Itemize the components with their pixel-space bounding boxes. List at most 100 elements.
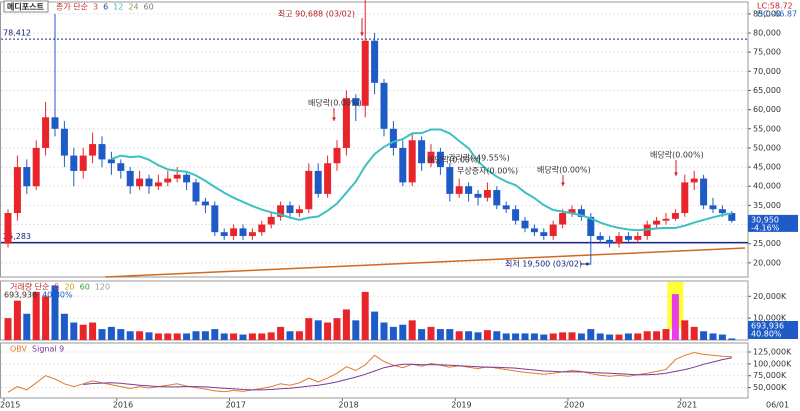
candle-body (361, 40, 369, 106)
volume-bar (13, 300, 21, 340)
y-tick-label: 55,000 (753, 124, 781, 133)
candle-body (267, 216, 275, 225)
candle-body (126, 170, 134, 187)
y-tick-label: 85,000 (753, 9, 781, 18)
candle-body (154, 182, 162, 187)
indicator: LC:58.72 (757, 2, 793, 11)
candle-body (42, 117, 50, 148)
candle-body (662, 218, 670, 221)
annotation: 무상증자(0.00%) (457, 166, 518, 176)
candle-body (512, 209, 520, 221)
volume-bar (483, 330, 491, 340)
annotation: 배당락(0.00%) (650, 150, 704, 160)
y-tick-label: 20,000K (753, 292, 787, 301)
moving-average-line (111, 128, 732, 232)
candle-body (239, 228, 247, 237)
volume-bar (380, 322, 388, 340)
x-tick-label: 2019 (451, 401, 471, 410)
candle-body (314, 170, 322, 194)
legend-label: 3 (93, 3, 98, 12)
candle-body (418, 140, 426, 164)
candle-body (220, 232, 228, 237)
candle-body (13, 167, 21, 214)
legend-label: 거래량 단순 (10, 282, 49, 292)
volume-bar (201, 331, 209, 340)
last-price: 30,950 (751, 215, 779, 224)
volume-bar (718, 334, 726, 340)
candle-body (521, 220, 529, 229)
y-tick-label: 125,000K (753, 348, 792, 357)
volume-bar (653, 331, 661, 340)
legend-label: 12 (113, 3, 123, 12)
volume-bar (436, 329, 444, 340)
candle-body (352, 98, 360, 106)
volume-bar (568, 332, 576, 340)
candle-body (718, 209, 726, 214)
candle-body (4, 213, 12, 244)
candle-body (248, 232, 256, 237)
candle-body (117, 163, 125, 171)
legend-label: 60 (80, 283, 90, 292)
candle-body (201, 201, 209, 206)
volume-bar (587, 329, 595, 340)
volume-bar (107, 326, 115, 340)
volume-bar (42, 296, 50, 340)
volume-bar (709, 333, 717, 340)
candle-body (568, 209, 576, 214)
candle-body (79, 155, 87, 171)
legend-label: 종가 단순 (56, 2, 88, 12)
candle-body (455, 186, 463, 194)
y-tick-label: 80,000 (753, 29, 781, 38)
candle-body (681, 182, 689, 214)
volume-bar (549, 333, 557, 340)
volume-bar (333, 318, 341, 340)
candle-body (23, 167, 31, 187)
volume-bar (596, 333, 604, 340)
volume-bar (634, 333, 642, 340)
candle-body (408, 140, 416, 183)
legend-label: 693,936 (4, 291, 37, 300)
x-tick-label: 06/01 (766, 401, 789, 410)
candle-body (540, 232, 548, 237)
volume-bar (465, 331, 473, 340)
volume-bar (258, 333, 266, 340)
volume-bar (23, 313, 31, 340)
volume-bar (671, 294, 679, 340)
volume-bar (117, 329, 125, 340)
volume-bar (32, 291, 40, 340)
y-tick-label: 20,000 (753, 258, 781, 267)
volume-bar (183, 333, 191, 340)
volume-bar (474, 332, 482, 340)
legend-label: 메디포스트 (7, 2, 44, 12)
volume-bar (502, 333, 510, 340)
volume-bar (690, 326, 698, 340)
candle-body (587, 216, 595, 237)
volume-bar (521, 333, 529, 340)
last-volume-ratio: 40.80% (751, 330, 782, 339)
volume-bar (324, 322, 332, 340)
candle-body (295, 209, 303, 214)
volume-bar (230, 333, 238, 340)
x-tick-label: 2020 (564, 401, 584, 410)
x-tick-label: 2015 (0, 401, 20, 410)
legend-label: 120 (95, 283, 110, 292)
y-tick-label: 50,000K (753, 383, 787, 392)
volume-bar (342, 309, 350, 340)
volume-bar (577, 333, 585, 340)
candle-body (286, 205, 294, 214)
candle-body (145, 178, 153, 187)
volume-bar (295, 331, 303, 340)
legend-label: 40.80% (42, 291, 73, 300)
candle-body (305, 170, 313, 210)
volume-bar (145, 332, 153, 340)
volume-bar (389, 326, 397, 340)
legend-label: Signal 9 (32, 345, 64, 354)
candle-body (192, 182, 200, 202)
candle-body (389, 128, 397, 148)
candle-body (577, 209, 585, 217)
x-tick-label: 2017 (226, 401, 246, 410)
candle-body (60, 128, 68, 156)
candle-body (690, 178, 698, 183)
arrow-head (561, 182, 565, 186)
candle-body (615, 236, 623, 244)
